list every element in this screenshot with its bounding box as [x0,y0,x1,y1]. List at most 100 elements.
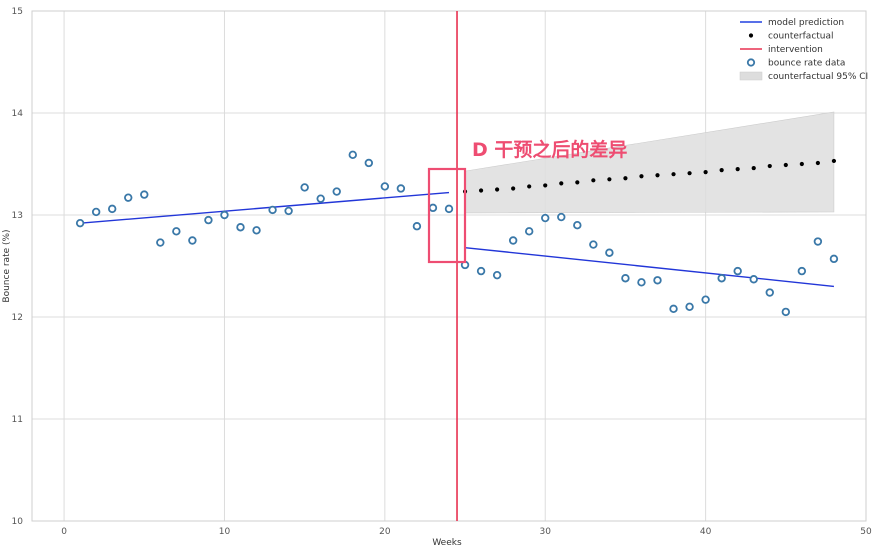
model-prediction-line [80,191,450,224]
data-point [444,204,454,214]
y-tick-label: 13 [12,211,23,221]
data-point [220,210,229,220]
data-point [236,223,245,232]
x-tick-label: 20 [379,527,391,537]
data-point [75,218,85,228]
y-axis-label: Bounce rate (%) [2,229,12,302]
counterfactual-point [527,184,532,189]
data-point [605,248,614,257]
y-tick-label: 10 [12,517,24,527]
model-prediction-lines [80,191,834,288]
data-point [557,212,566,222]
x-tick-label: 30 [540,527,552,537]
intervention-highlight-box [427,167,467,264]
data-point [91,207,101,217]
data-point [813,237,823,246]
data-point [124,193,133,202]
data-point [107,204,117,214]
legend-label: bounce rate data [768,59,845,69]
y-tick-label: 12 [12,313,23,323]
counterfactual-point [623,176,628,181]
counterfactual-point [799,161,804,167]
data-point [829,254,839,264]
data-point [589,240,598,249]
y-tick-labels: 10 11 12 13 14 15 [12,7,24,527]
data-point [172,227,181,236]
y-tick-label: 15 [12,7,23,17]
data-point [300,183,309,192]
counterfactual-point [559,181,564,186]
data-point [685,302,694,311]
x-tick-labels: 0 10 20 30 40 50 [61,527,872,537]
counterfactual-point [575,180,580,185]
counterfactual-point [543,183,548,188]
data-point [396,184,406,193]
data-point [524,227,534,236]
legend-label: counterfactual [768,32,834,42]
data-point [781,307,791,317]
data-point [717,274,726,283]
bounce-rate-points [75,150,839,317]
counterfactual-point [719,168,724,173]
counterfactual-point [511,186,516,191]
x-tick-label: 0 [61,527,67,537]
counterfactual-point [687,171,692,176]
x-tick-label: 10 [219,527,231,537]
plot-border [31,10,867,522]
legend-label: model prediction [768,18,844,28]
legend-label: intervention [768,45,823,55]
data-point [364,158,374,168]
data-point [733,266,742,276]
data-point [348,150,357,160]
legend-dot-swatch [748,33,754,38]
data-point [541,213,550,223]
counterfactual-point [495,187,500,192]
data-point [476,266,486,276]
x-tick-label: 40 [700,527,712,537]
data-point [252,226,261,235]
counterfactual-point [767,163,772,169]
data-point [701,295,710,304]
data-point [508,236,518,245]
counterfactual-point [815,160,820,166]
data-point [797,266,807,276]
counterfactual-point [831,158,837,164]
plot-frame [31,10,867,522]
data-point [669,304,678,314]
counterfactual-point [655,173,660,178]
counterfactual-point [735,167,740,172]
counterfactual-point [671,172,676,177]
annotation-text: D 干预之后的差异 [472,138,627,161]
data-point [492,270,502,280]
counterfactual-point [751,165,756,171]
highlight-layer [427,167,467,264]
legend-patch-swatch [739,71,763,81]
data-point [316,194,325,203]
data-point [268,205,277,215]
legend-circle-swatch [746,58,756,67]
data-point [653,276,662,285]
data-point [332,187,341,196]
data-point [156,238,165,247]
y-tick-label: 14 [12,109,24,119]
counterfactual-point [639,174,644,179]
y-tick-label: 11 [12,415,23,425]
data-point [188,236,197,245]
legend-label: counterfactual 95% CI [768,72,868,82]
counterfactual-point [703,170,708,175]
data-point [749,275,758,284]
data-point [765,288,774,297]
data-point [284,206,293,216]
counterfactual-point [783,162,788,168]
data-point [621,274,630,283]
x-axis-label: Weeks [432,538,462,548]
data-point [204,215,213,225]
data-point [380,182,390,191]
data-point [140,190,149,199]
data-point [637,278,646,287]
model-prediction-line [464,246,834,288]
counterfactual-point [607,177,612,182]
x-tick-label: 50 [860,527,872,537]
